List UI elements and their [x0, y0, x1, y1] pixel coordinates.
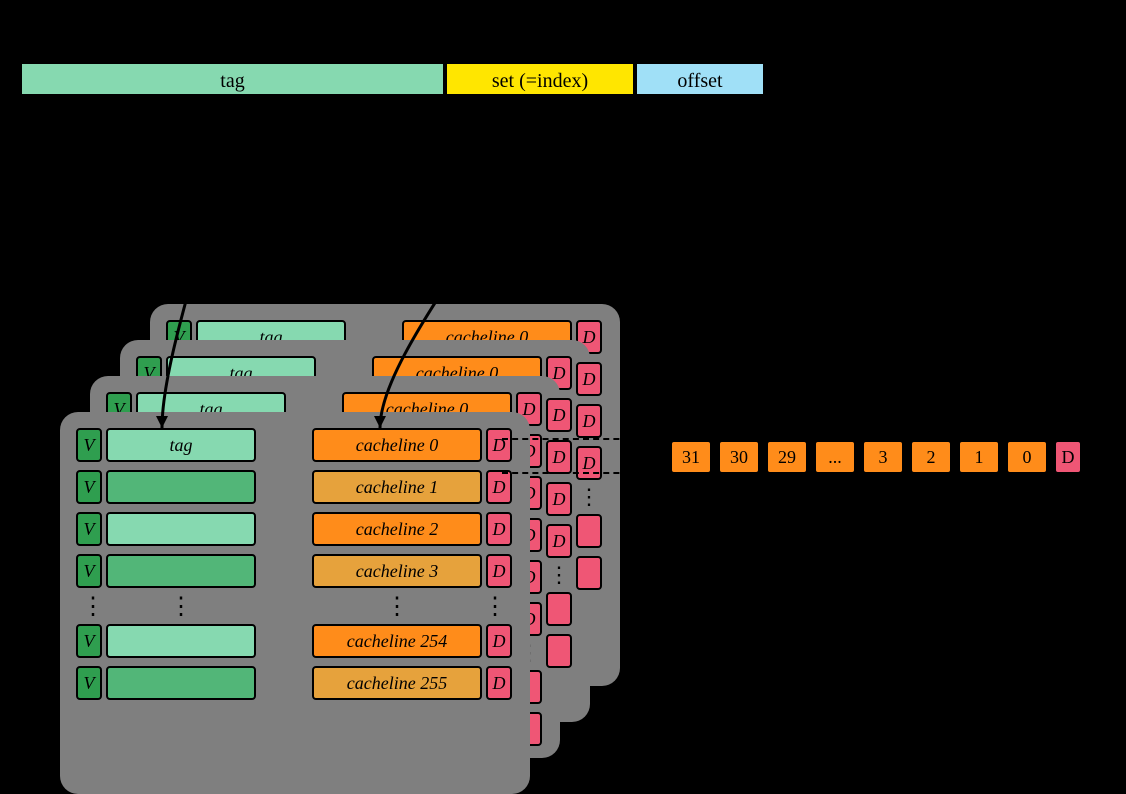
arrows-layer [0, 0, 1126, 794]
arrow-set-to-way-head [374, 416, 386, 428]
arrow-set-to-way [380, 100, 540, 428]
arrow-tag-to-way-head [156, 416, 168, 428]
arrow-tag-to-way [162, 100, 230, 428]
